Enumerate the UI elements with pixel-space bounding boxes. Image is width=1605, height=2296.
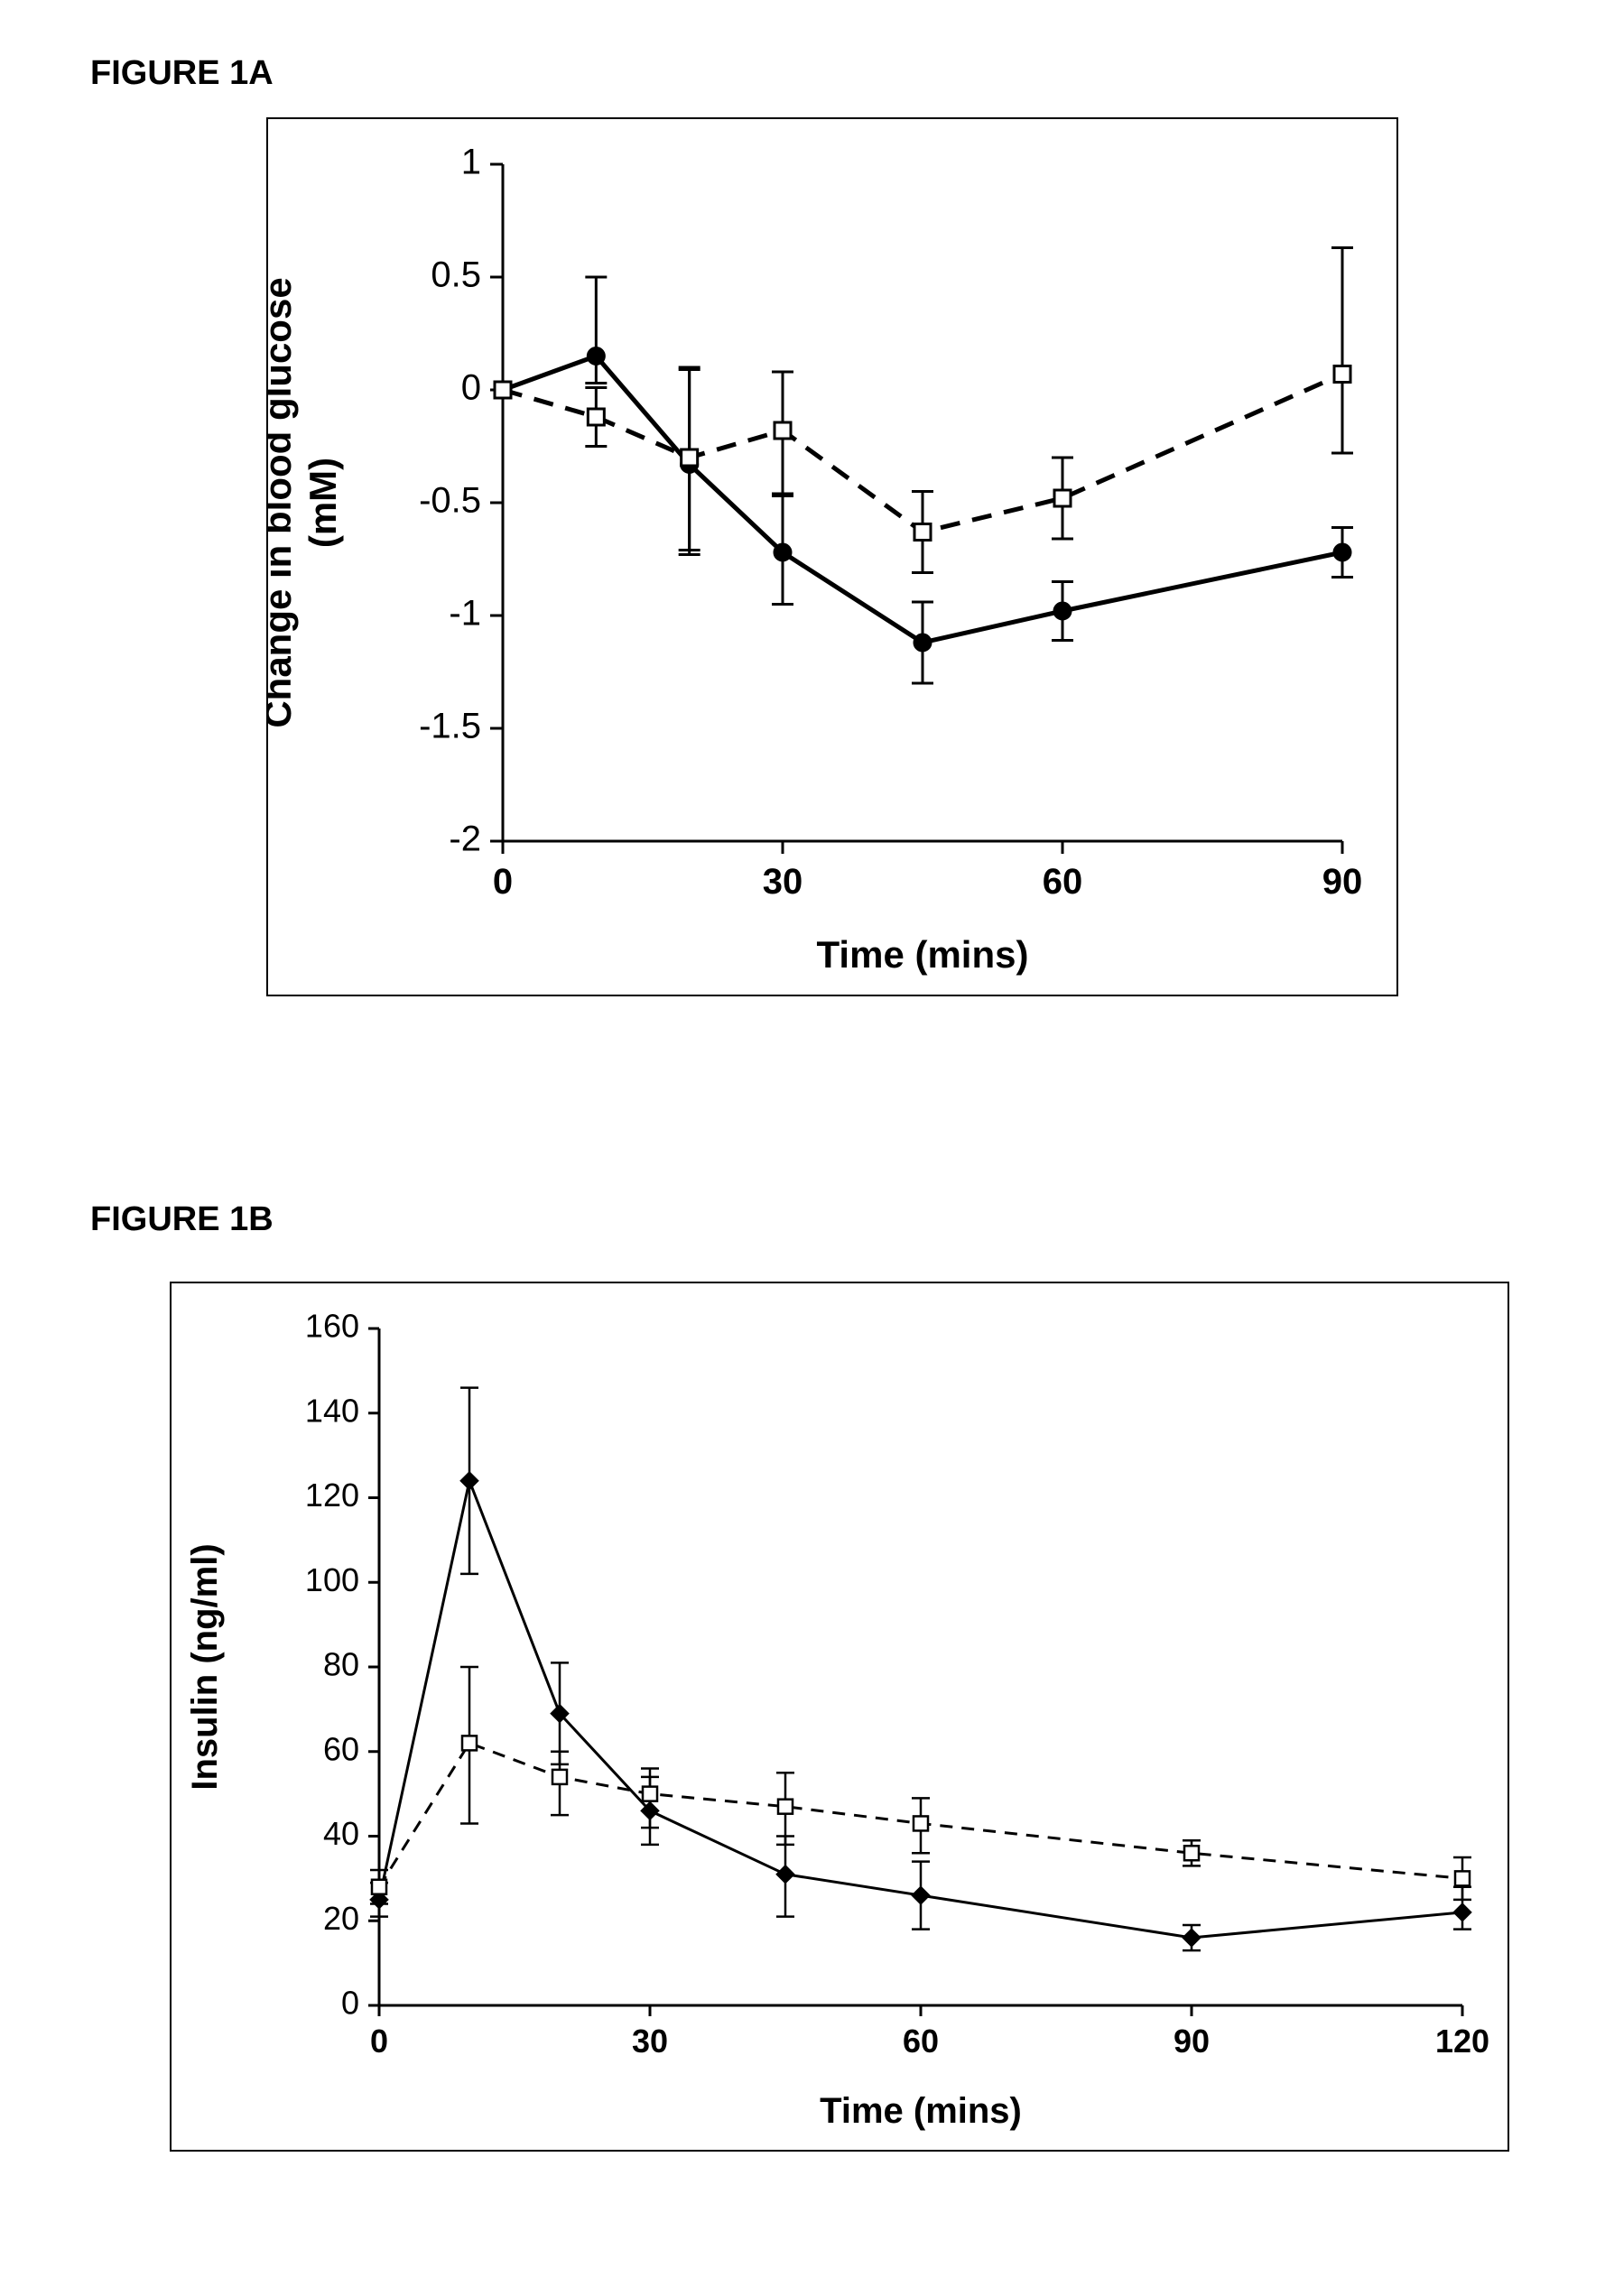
svg-text:-2: -2 (449, 819, 481, 859)
svg-text:60: 60 (1043, 862, 1083, 902)
svg-text:0: 0 (461, 368, 481, 408)
chart-1a-frame: -2 -1.5 -1 -0.5 0 0.5 1 0 30 60 90 Time (mins) Chang… (266, 117, 1398, 996)
svg-text:0: 0 (341, 1985, 359, 2022)
svg-text:40: 40 (323, 1815, 359, 1852)
chart-1b-frame: 0 20 40 60 80 100 120 140 160 0 30 60 90 120 Time (min… (170, 1282, 1509, 2152)
svg-text:Change in blood glucose(mM): Change in blood glucose(mM) (268, 277, 344, 727)
svg-text:90: 90 (1174, 2023, 1210, 2060)
svg-text:60: 60 (903, 2023, 939, 2060)
svg-text:160: 160 (305, 1308, 359, 1345)
svg-text:30: 30 (632, 2023, 668, 2060)
page: { "labels": { "fig1a": "FIGURE 1A", "fig… (0, 0, 1605, 2296)
svg-text:-0.5: -0.5 (419, 481, 481, 521)
svg-text:140: 140 (305, 1392, 359, 1429)
figure-1b-label: FIGURE 1B (90, 1200, 274, 1239)
svg-text:Insulin (ng/ml): Insulin (ng/ml) (185, 1543, 225, 1790)
svg-text:0.5: 0.5 (431, 255, 481, 295)
figure-1a-label: FIGURE 1A (90, 54, 274, 93)
svg-text:90: 90 (1322, 862, 1363, 902)
svg-text:-1: -1 (449, 594, 481, 634)
svg-text:-1.5: -1.5 (419, 707, 481, 746)
svg-text:100: 100 (305, 1561, 359, 1598)
chart-1a-svg: -2 -1.5 -1 -0.5 0 0.5 1 0 30 60 90 Time (mins) Chang… (268, 119, 1396, 995)
svg-text:30: 30 (763, 862, 803, 902)
svg-text:80: 80 (323, 1646, 359, 1683)
svg-text:120: 120 (305, 1477, 359, 1514)
svg-text:Time (mins): Time (mins) (820, 2091, 1022, 2131)
svg-text:1: 1 (461, 143, 481, 182)
svg-text:60: 60 (323, 1730, 359, 1767)
svg-text:Time (mins): Time (mins) (817, 933, 1029, 976)
svg-text:0: 0 (493, 862, 513, 902)
svg-text:0: 0 (370, 2023, 388, 2060)
svg-text:120: 120 (1435, 2023, 1489, 2060)
svg-text:20: 20 (323, 1900, 359, 1937)
chart-1b-svg: 0 20 40 60 80 100 120 140 160 0 30 60 90 120 Time (min… (172, 1283, 1508, 2150)
